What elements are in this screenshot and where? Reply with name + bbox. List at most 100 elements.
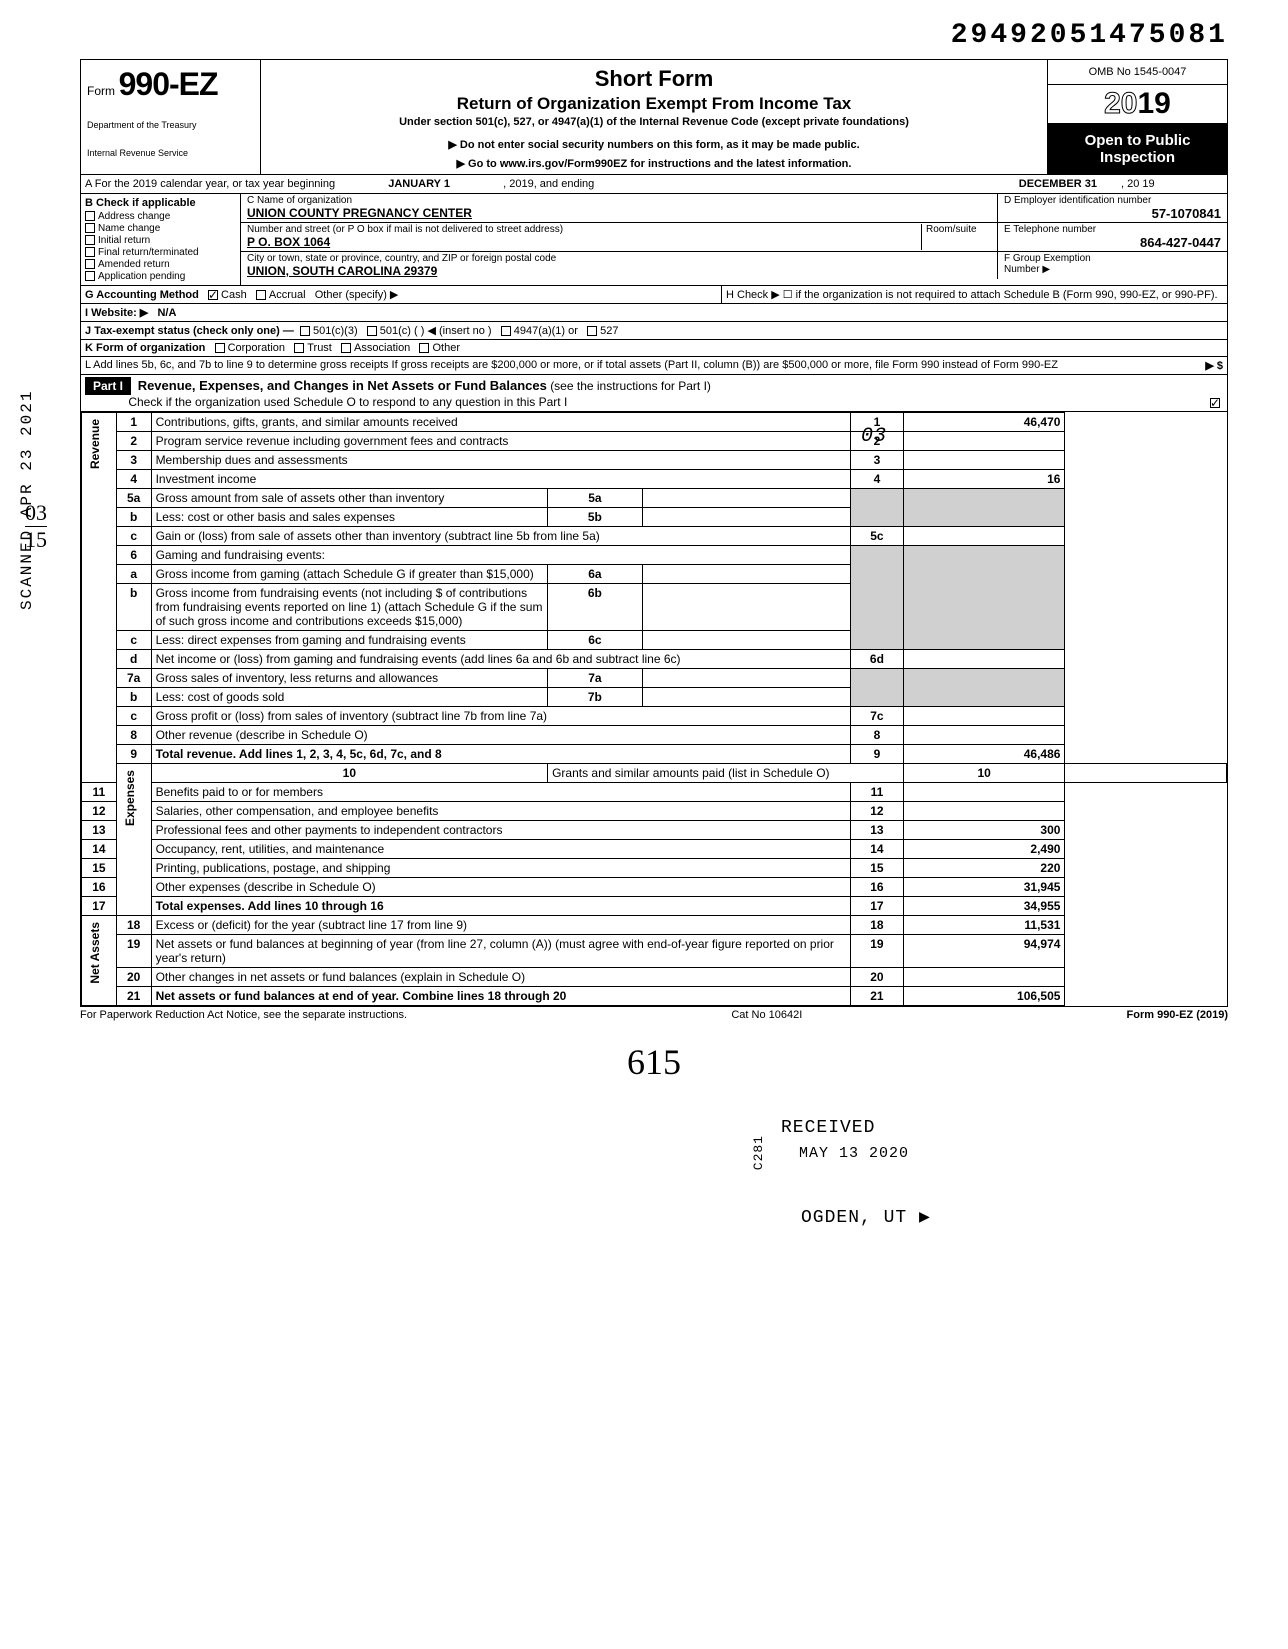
l19-n: 19 [116, 935, 151, 968]
l17-r: 17 [850, 897, 903, 916]
i-val: N/A [157, 307, 176, 319]
l13-t: Professional fees and other payments to … [151, 821, 850, 840]
l6b-m: 6b [548, 584, 643, 631]
form-title: Short Form [269, 66, 1039, 92]
c-room: Room/suite [921, 224, 991, 250]
l5c-v [903, 527, 1065, 546]
g-cash-check[interactable] [208, 290, 218, 300]
l5b-t: Less: cost or other basis and sales expe… [151, 508, 548, 527]
l-text: L Add lines 5b, 6c, and 7b to line 9 to … [81, 357, 1127, 374]
footer-left: For Paperwork Reduction Act Notice, see … [80, 1009, 407, 1021]
l5c-r: 5c [850, 527, 903, 546]
l3-t: Membership dues and assessments [151, 451, 850, 470]
l7b-mv [642, 688, 850, 707]
l6-grey [850, 546, 903, 650]
open-line2: Inspection [1052, 149, 1223, 166]
l5a-m: 5a [548, 489, 643, 508]
c-city-label: City or town, state or province, country… [247, 253, 991, 264]
b-opt-0[interactable]: Address change [85, 211, 236, 222]
l4-t: Investment income [151, 470, 850, 489]
l6b-t: Gross income from fundraising events (no… [151, 584, 548, 631]
l7c-t: Gross profit or (loss) from sales of inv… [151, 707, 850, 726]
l5b-n: b [116, 508, 151, 527]
l6c-n: c [116, 631, 151, 650]
l15-v: 220 [903, 859, 1065, 878]
row-a-start: JANUARY 1 [339, 175, 499, 193]
k-opt1-check[interactable] [294, 343, 304, 353]
l9-n: 9 [116, 745, 151, 764]
stamp-c281: C281 [751, 1135, 766, 1170]
k-opt0-check[interactable] [215, 343, 225, 353]
g-block: G Accounting Method Cash Accrual Other (… [81, 286, 721, 303]
col-b: B Check if applicable Address change Nam… [81, 194, 241, 285]
l19-v: 94,974 [903, 935, 1065, 968]
l7b-m: 7b [548, 688, 643, 707]
c-addr: P O. BOX 1064 [247, 235, 921, 249]
part1-checkbox[interactable] [1210, 398, 1220, 408]
b-opt-4[interactable]: Amended return [85, 259, 236, 270]
form-note-url: ▶ Go to www.irs.gov/Form990EZ for instru… [269, 157, 1039, 170]
l10-v [1065, 764, 1227, 783]
l11-n: 11 [82, 783, 117, 802]
l11-t: Benefits paid to or for members [151, 783, 850, 802]
l8-n: 8 [116, 726, 151, 745]
l1-n: 1 [116, 413, 151, 432]
j-opt0-check[interactable] [300, 326, 310, 336]
stamp-03: 03 [861, 425, 887, 448]
form-number: 990-EZ [119, 66, 218, 102]
row-l: L Add lines 5b, 6c, and 7b to line 9 to … [81, 357, 1227, 375]
l2-n: 2 [116, 432, 151, 451]
b-opt-5[interactable]: Application pending [85, 271, 236, 282]
e-label: E Telephone number [1004, 224, 1221, 235]
k-opt2: Association [354, 342, 410, 354]
l8-v [903, 726, 1065, 745]
l19-r: 19 [850, 935, 903, 968]
l21-n: 21 [116, 987, 151, 1006]
dept-treasury: Department of the Treasury [87, 121, 254, 131]
b-opt-3[interactable]: Final return/terminated [85, 247, 236, 258]
l14-r: 14 [850, 840, 903, 859]
footer: For Paperwork Reduction Act Notice, see … [80, 1007, 1228, 1021]
j-opt1-check[interactable] [367, 326, 377, 336]
open-inspection: Open to Public Inspection [1048, 124, 1227, 174]
form-under: Under section 501(c), 527, or 4947(a)(1)… [269, 116, 1039, 128]
l16-t: Other expenses (describe in Schedule O) [151, 878, 850, 897]
l5b-mv [642, 508, 850, 527]
stamp-ogden: OGDEN, UT ▶ [801, 1206, 931, 1228]
l6a-n: a [116, 565, 151, 584]
l14-n: 14 [82, 840, 117, 859]
l5a-mv [642, 489, 850, 508]
b-opt-1[interactable]: Name change [85, 223, 236, 234]
b-opt-2[interactable]: Initial return [85, 235, 236, 246]
l4-r: 4 [850, 470, 903, 489]
scan-stamp: SCANNED APR 23 2021 [18, 390, 36, 610]
block-bcdef: B Check if applicable Address change Nam… [81, 194, 1227, 286]
l17-n: 17 [82, 897, 117, 916]
bottom-handwriting: 615 [80, 1041, 1228, 1083]
l6a-t: Gross income from gaming (attach Schedul… [151, 565, 548, 584]
j-opt3-check[interactable] [587, 326, 597, 336]
l7a-t: Gross sales of inventory, less returns a… [151, 669, 548, 688]
l10-t: Grants and similar amounts paid (list in… [548, 764, 904, 783]
c-label: C Name of organization [247, 195, 991, 206]
l5a-n: 5a [116, 489, 151, 508]
k-opt3: Other [432, 342, 460, 354]
k-opt2-check[interactable] [341, 343, 351, 353]
j-opt2-check[interactable] [501, 326, 511, 336]
dept-irs: Internal Revenue Service [87, 149, 254, 159]
k-opt3-check[interactable] [419, 343, 429, 353]
c-name-block: C Name of organization UNION COUNTY PREG… [241, 194, 997, 222]
k-opt0: Corporation [228, 342, 285, 354]
open-line1: Open to Public [1052, 132, 1223, 149]
l7-grey-v [903, 669, 1065, 707]
l3-n: 3 [116, 451, 151, 470]
g-accrual-check[interactable] [256, 290, 266, 300]
l14-t: Occupancy, rent, utilities, and maintena… [151, 840, 850, 859]
header-middle: Short Form Return of Organization Exempt… [261, 60, 1047, 174]
l6-t: Gaming and fundraising events: [151, 546, 850, 565]
d-val: 57-1070841 [1004, 206, 1221, 221]
l14-v: 2,490 [903, 840, 1065, 859]
header-left: Form 990-EZ Department of the Treasury I… [81, 60, 261, 174]
part1-note: (see the instructions for Part I) [550, 379, 711, 393]
l21-r: 21 [850, 987, 903, 1006]
